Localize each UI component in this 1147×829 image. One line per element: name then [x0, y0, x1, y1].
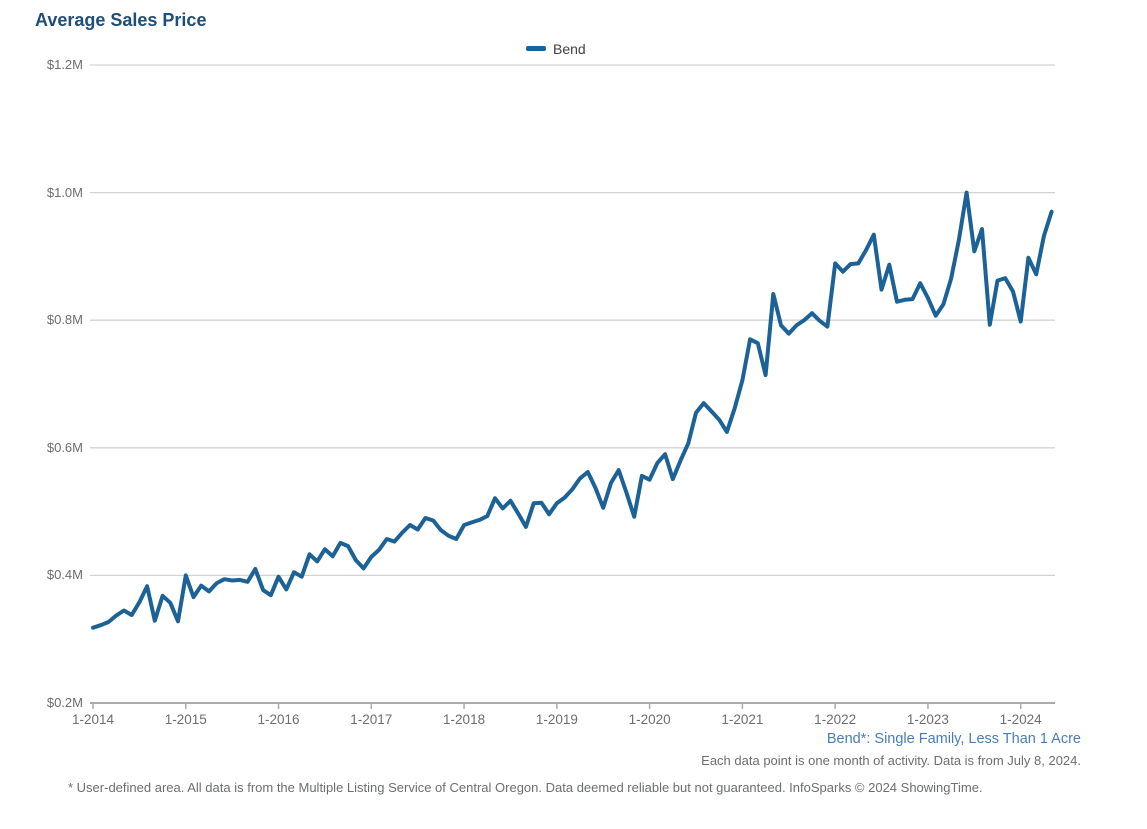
chart-title: Average Sales Price [35, 10, 207, 30]
legend-item-bend[interactable]: Bend [526, 40, 586, 57]
x-axis-label: 1-2014 [71, 712, 115, 727]
y-axis-label: $0.6M [46, 439, 83, 455]
legend-label: Bend [553, 40, 586, 57]
series-line-bend [91, 190, 1054, 630]
x-axis-label: 1-2022 [814, 712, 857, 727]
x-axis-label: 1-2020 [628, 712, 671, 727]
x-axis-label: 1-2021 [721, 712, 764, 727]
disclaimer-footnote: * User-defined area. All data is from th… [68, 780, 983, 795]
x-axis-label: 1-2016 [257, 712, 300, 727]
y-axis-label: $1.0M [46, 184, 83, 200]
x-axis-label: 1-2024 [999, 712, 1042, 727]
y-axis-label: $1.2M [46, 57, 83, 72]
x-axis-label: 1-2019 [535, 712, 578, 727]
legend-line-swatch-icon [526, 46, 546, 51]
x-axis-label: 1-2015 [164, 712, 207, 727]
y-axis-label: $0.4M [46, 567, 83, 583]
y-axis-label: $0.8M [46, 312, 83, 328]
x-axis-label: 1-2018 [443, 712, 486, 727]
y-axis-label: $0.2M [46, 695, 83, 710]
series-definition-note: Bend*: Single Family, Less Than 1 Acre [826, 731, 1081, 747]
data-source-note: Each data point is one month of activity… [701, 753, 1081, 768]
x-axis-label: 1-2017 [350, 712, 393, 727]
x-axis-label: 1-2023 [906, 712, 949, 727]
